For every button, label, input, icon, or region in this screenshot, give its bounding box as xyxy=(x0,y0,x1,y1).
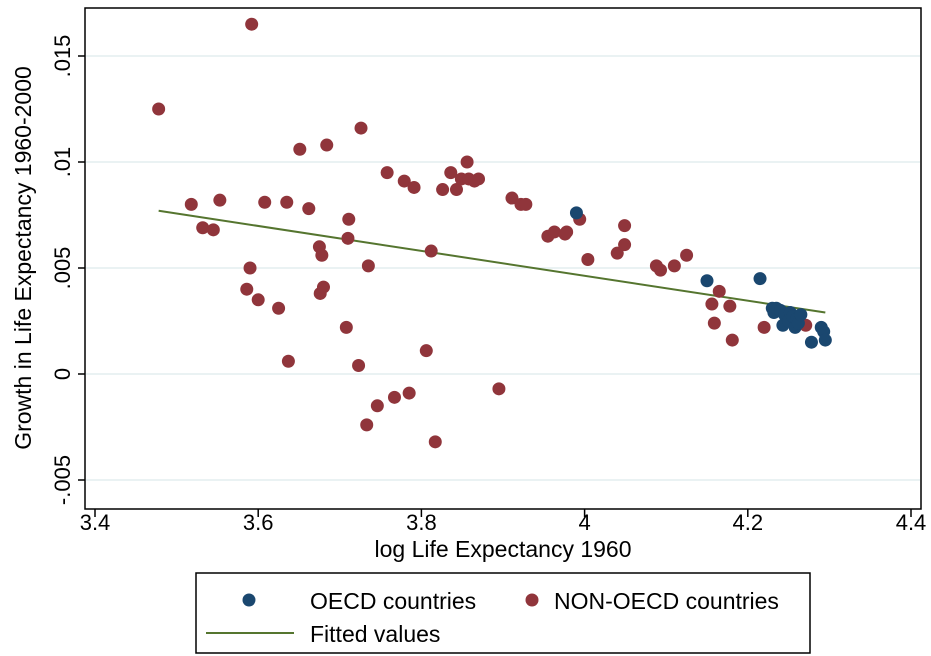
non-oecd-point-10 xyxy=(272,301,286,315)
non-oecd-point-0 xyxy=(152,102,166,116)
non-oecd-point-32 xyxy=(407,180,421,194)
non-oecd-point-3 xyxy=(206,223,220,237)
y-tick-label-4: .015 xyxy=(50,35,75,78)
non-oecd-point-62 xyxy=(707,316,721,330)
y-axis-title: Growth in Life Expectancy 1960-2000 xyxy=(10,66,36,450)
non-oecd-point-27 xyxy=(370,399,384,413)
oecd-point-0 xyxy=(569,206,583,220)
non-oecd-point-44 xyxy=(492,382,506,396)
non-oecd-point-47 xyxy=(519,197,533,211)
oecd-point-19 xyxy=(818,333,832,347)
non-oecd-point-11 xyxy=(280,195,294,209)
x-tick-label-4: 4.2 xyxy=(733,510,764,535)
x-tick-label-5: 4.4 xyxy=(896,510,927,535)
non-oecd-point-49 xyxy=(547,225,561,239)
fitted-line xyxy=(158,209,826,314)
non-oecd-point-2 xyxy=(196,221,210,235)
legend-marker-oecd xyxy=(242,593,256,607)
non-oecd-point-29 xyxy=(387,390,401,404)
non-oecd-point-20 xyxy=(339,320,353,334)
non-oecd-point-33 xyxy=(419,344,433,358)
plot-frame xyxy=(84,7,922,510)
non-oecd-point-23 xyxy=(352,359,366,373)
non-oecd-point-17 xyxy=(315,248,329,262)
non-oecd-point-31 xyxy=(402,386,416,400)
oecd-point-1 xyxy=(700,274,714,288)
legend-marker-non-oecd xyxy=(525,593,539,607)
points-layer xyxy=(152,17,832,449)
x-tick-label-3: 4 xyxy=(578,510,590,535)
oecd-point-2 xyxy=(753,272,767,286)
non-oecd-point-13 xyxy=(293,142,307,156)
non-oecd-point-45 xyxy=(505,191,519,205)
non-oecd-point-9 xyxy=(258,195,272,209)
non-oecd-point-30 xyxy=(397,174,411,188)
legend-label-non-oecd: NON-OECD countries xyxy=(554,588,779,614)
legend: OECD countries NON-OECD countries Fitted… xyxy=(195,572,811,654)
non-oecd-point-34 xyxy=(424,244,438,258)
y-tick-label-3: .01 xyxy=(50,147,75,178)
non-oecd-point-38 xyxy=(449,183,463,197)
non-oecd-point-18 xyxy=(316,280,330,294)
non-oecd-point-64 xyxy=(723,299,737,313)
x-tick-label-2: 3.8 xyxy=(406,510,437,535)
fitted-line-layer xyxy=(158,209,826,314)
legend-label-oecd: OECD countries xyxy=(310,588,476,614)
y-tick-label-1: 0 xyxy=(50,368,75,380)
non-oecd-point-19 xyxy=(320,138,334,152)
non-oecd-point-65 xyxy=(725,333,739,347)
non-oecd-point-5 xyxy=(240,282,254,296)
non-oecd-point-63 xyxy=(712,284,726,298)
non-oecd-point-35 xyxy=(428,435,442,449)
legend-label-fitted: Fitted values xyxy=(310,621,440,647)
non-oecd-point-56 xyxy=(618,238,632,252)
legend-box xyxy=(195,572,811,654)
non-oecd-point-54 xyxy=(610,246,624,260)
non-oecd-point-55 xyxy=(618,219,632,233)
non-oecd-point-53 xyxy=(581,253,595,267)
x-tick-label-1: 3.6 xyxy=(243,510,274,535)
non-oecd-point-59 xyxy=(667,259,681,273)
oecd-point-15 xyxy=(794,308,808,322)
non-oecd-point-51 xyxy=(560,225,574,239)
non-oecd-point-12 xyxy=(281,354,295,368)
axes: -.005 0 .005 .01 .015 3.4 3.6 3.8 4 4.2 4.4 xyxy=(50,35,926,535)
non-oecd-point-40 xyxy=(460,155,474,169)
non-oecd-point-24 xyxy=(354,121,368,135)
non-oecd-point-6 xyxy=(243,261,257,275)
x-tick-label-0: 3.4 xyxy=(80,510,111,535)
non-oecd-point-60 xyxy=(680,248,694,262)
non-oecd-point-22 xyxy=(342,212,356,226)
non-oecd-point-8 xyxy=(251,293,265,307)
y-tick-label-0: -.005 xyxy=(50,455,75,505)
y-tick-label-2: .005 xyxy=(50,247,75,290)
non-oecd-point-43 xyxy=(472,172,486,186)
non-oecd-point-28 xyxy=(380,166,394,180)
non-oecd-point-25 xyxy=(360,418,374,432)
gridlines xyxy=(86,55,920,481)
oecd-point-16 xyxy=(804,335,818,349)
non-oecd-point-4 xyxy=(213,193,227,207)
non-oecd-point-7 xyxy=(245,17,259,31)
non-oecd-point-61 xyxy=(705,297,719,311)
non-oecd-point-1 xyxy=(184,197,198,211)
non-oecd-point-66 xyxy=(757,320,771,334)
non-oecd-point-26 xyxy=(361,259,375,273)
non-oecd-point-14 xyxy=(302,202,316,216)
non-oecd-point-21 xyxy=(341,231,355,245)
non-oecd-point-58 xyxy=(653,263,667,277)
non-oecd-point-37 xyxy=(444,166,458,180)
x-axis-title: log Life Expectancy 1960 xyxy=(374,536,631,562)
non-oecd-point-36 xyxy=(436,183,450,197)
